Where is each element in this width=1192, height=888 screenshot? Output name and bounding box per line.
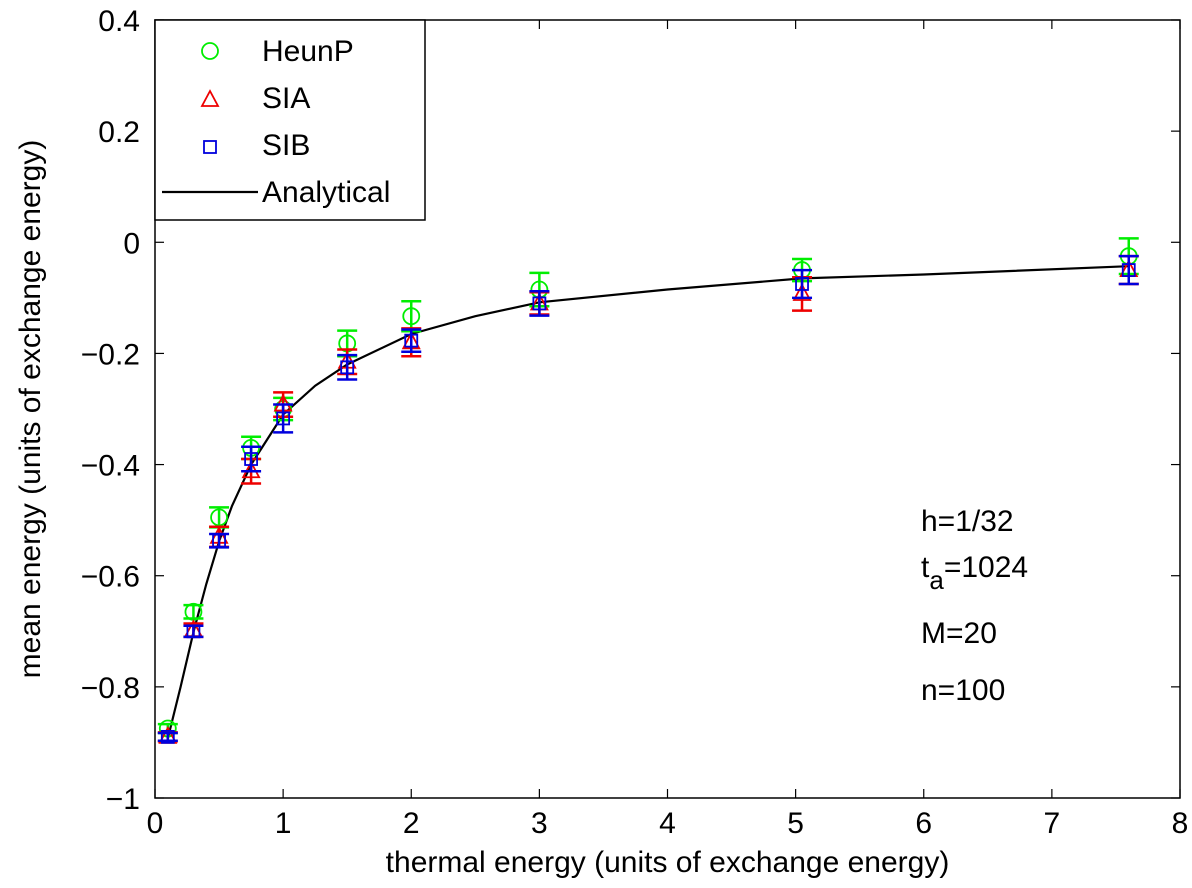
legend-box xyxy=(154,19,426,221)
marker-sib xyxy=(186,624,201,639)
marker-sia xyxy=(241,460,261,479)
legend-symbols xyxy=(162,42,258,194)
axis-ticks: 0 1 2 3 4 5 6 7 8 −1 −0.8 −0.6 −0.4 −0.2 0 0.2 0.4 xyxy=(81,5,1189,840)
x-tick-label: 8 xyxy=(1172,807,1189,840)
legend: HeunP SIA SIB Analytical xyxy=(154,19,426,221)
analytical-curve xyxy=(166,265,1129,739)
x-tick-label: 0 xyxy=(147,807,164,840)
legend-label-heunp: HeunP xyxy=(262,35,354,68)
marker-sib xyxy=(340,360,355,375)
analytical-curve-layer xyxy=(166,265,1129,739)
y-tick-label: −0.6 xyxy=(81,561,140,594)
x-tick-label: 6 xyxy=(915,807,932,840)
legend-circle-icon xyxy=(201,42,219,60)
x-axis-label: thermal energy (units of exchange energy… xyxy=(386,846,950,879)
y-tick-label: −0.4 xyxy=(81,450,140,483)
annotation-ta: ta=1024 xyxy=(921,551,1028,595)
marker-sib xyxy=(212,533,226,548)
legend-square-icon xyxy=(203,140,217,154)
y-axis-label: mean energy (units of exchange energy) xyxy=(14,140,47,679)
annotation-ta-t: t xyxy=(921,551,930,584)
y-tick-label: 0.4 xyxy=(98,5,140,38)
marker-sib xyxy=(244,452,258,466)
legend-label-sib: SIB xyxy=(262,129,310,162)
marker-sib xyxy=(532,296,547,311)
y-tick-label: 0.2 xyxy=(98,116,140,149)
annotation-h: h=1/32 xyxy=(921,505,1014,538)
x-tick-label: 1 xyxy=(275,807,292,840)
annotation-m: M=20 xyxy=(921,617,997,650)
y-tick-label: −0.8 xyxy=(81,672,140,705)
x-tick-label: 4 xyxy=(659,807,676,840)
x-tick-label: 5 xyxy=(787,807,804,840)
data-markers-layer xyxy=(157,237,1139,744)
y-tick-label: −1 xyxy=(106,783,140,816)
annotation-ta-subscript: a xyxy=(929,565,944,595)
marker-sib xyxy=(1121,263,1136,277)
x-tick-label: 3 xyxy=(531,807,548,840)
parameter-annotations: h=1/32 ta=1024 M=20 n=100 xyxy=(921,505,1028,707)
y-tick-label: 0 xyxy=(123,227,140,260)
legend-label-analytical: Analytical xyxy=(262,176,390,209)
x-tick-label: 7 xyxy=(1044,807,1061,840)
annotation-n: n=100 xyxy=(921,674,1005,707)
marker-sib xyxy=(160,729,175,744)
marker-heunp xyxy=(402,307,421,326)
legend-label-sia: SIA xyxy=(262,82,310,115)
y-tick-label: −0.2 xyxy=(81,338,140,371)
marker-sia xyxy=(792,283,812,301)
marker-heunp xyxy=(210,508,228,527)
marker-sib xyxy=(404,333,419,348)
marker-sib xyxy=(795,277,809,291)
annotation-ta-value: =1024 xyxy=(944,551,1028,584)
marker-sib xyxy=(276,411,291,426)
legend-triangle-icon xyxy=(200,89,220,107)
x-tick-label: 2 xyxy=(403,807,420,840)
